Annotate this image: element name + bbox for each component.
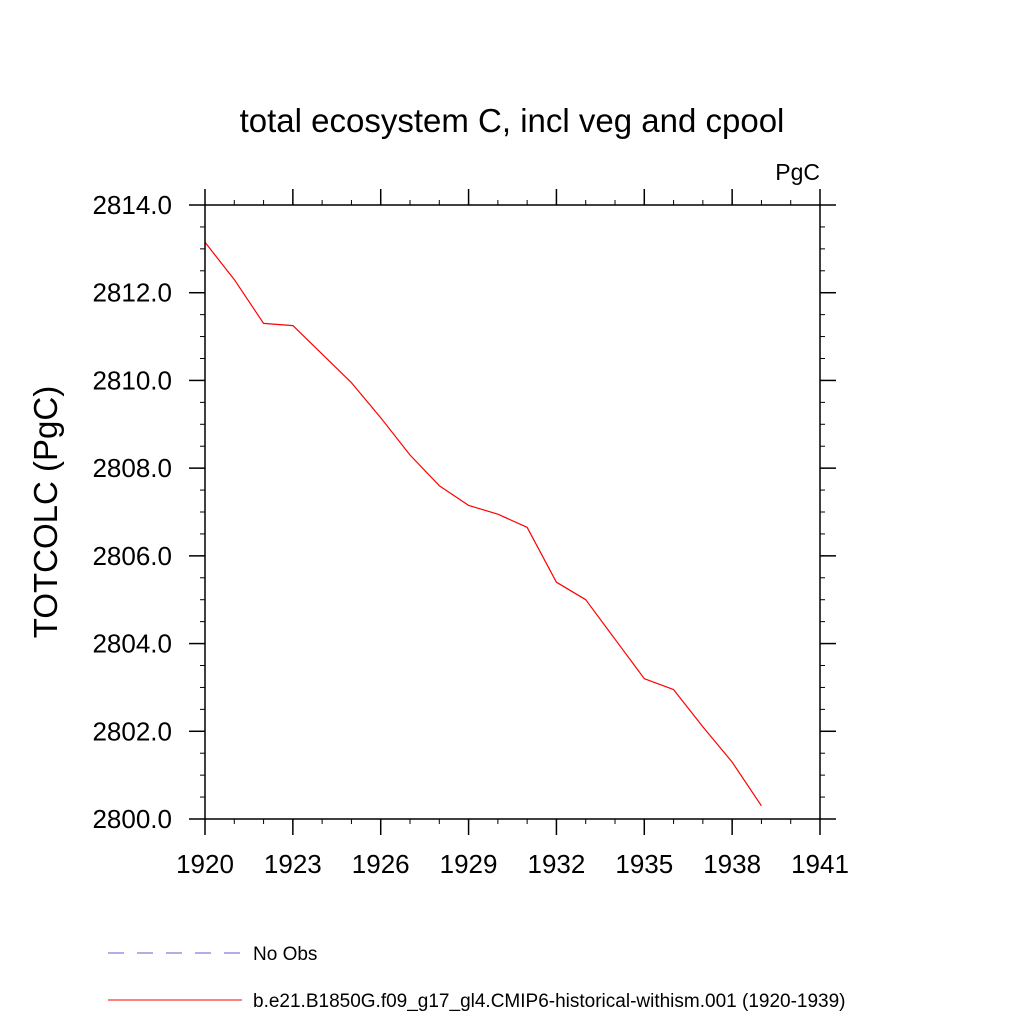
y-tick-label: 2802.0 (92, 716, 172, 746)
x-tick-label: 1941 (791, 849, 849, 879)
y-tick-labels: 2800.0 2802.0 2804.0 2806.0 2808.0 2810.0 2812… (92, 190, 172, 834)
chart-title: total ecosystem C, incl veg and cpool (240, 102, 785, 139)
units-label: PgC (775, 159, 820, 185)
x-tick-labels: 1920 1923 1926 1929 1932 1935 1938 1941 (176, 849, 849, 879)
y-axis-label: TOTCOLC (PgC) (27, 386, 64, 638)
legend: No Obs b.e21.B1850G.f09_g17_gl4.CMIP6-his… (108, 944, 846, 1012)
y-tick-label: 2810.0 (92, 365, 172, 395)
y-tick-label: 2812.0 (92, 278, 172, 308)
legend-label: b.e21.B1850G.f09_g17_gl4.CMIP6-historica… (253, 991, 846, 1012)
major-ticks (189, 189, 836, 835)
x-tick-label: 1926 (352, 849, 410, 879)
series-layer (204, 241, 762, 807)
minor-ticks (200, 200, 825, 824)
y-tick-label: 2808.0 (92, 453, 172, 483)
y-tick-label: 2806.0 (92, 541, 172, 571)
x-tick-label: 1920 (176, 849, 234, 879)
x-tick-label: 1932 (528, 849, 586, 879)
y-tick-label: 2800.0 (92, 804, 172, 834)
x-tick-label: 1923 (264, 849, 322, 879)
x-tick-label: 1929 (440, 849, 498, 879)
y-tick-label: 2804.0 (92, 629, 172, 659)
series-line (204, 241, 762, 807)
y-tick-label: 2814.0 (92, 190, 172, 220)
x-tick-label: 1938 (703, 849, 761, 879)
x-tick-label: 1935 (615, 849, 673, 879)
legend-label: No Obs (253, 944, 317, 965)
plot-frame (204, 204, 821, 820)
